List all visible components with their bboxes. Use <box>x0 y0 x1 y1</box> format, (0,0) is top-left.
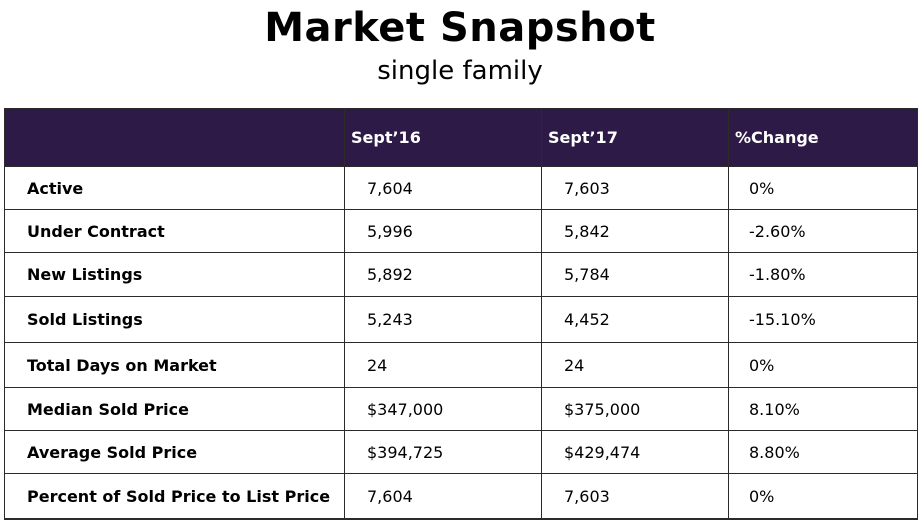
page-title: Market Snapshot <box>264 5 656 51</box>
cell-change: 0% <box>728 166 918 210</box>
cell-sept16: $347,000 <box>344 387 542 431</box>
row-label: Median Sold Price <box>4 387 345 431</box>
market-snapshot-table: Sept’16 Sept’17 %Change Active 7,604 7,6… <box>4 108 918 520</box>
table-row: Percent of Sold Price to List Price 7,60… <box>4 473 918 520</box>
cell-sept17: $375,000 <box>541 387 729 431</box>
table-row: Median Sold Price $347,000 $375,000 8.10… <box>4 387 918 431</box>
cell-sept17: 24 <box>541 342 729 388</box>
page-subtitle: single family <box>377 56 543 86</box>
cell-sept16: 7,604 <box>344 166 542 210</box>
row-label: Sold Listings <box>4 296 345 343</box>
column-header-sept17: Sept’17 <box>541 108 729 167</box>
cell-sept16: 24 <box>344 342 542 388</box>
row-label: New Listings <box>4 252 345 297</box>
cell-sept17: 4,452 <box>541 296 729 343</box>
row-label: Under Contract <box>4 209 345 253</box>
table-header-row: Sept’16 Sept’17 %Change <box>4 108 918 167</box>
cell-sept16: 5,243 <box>344 296 542 343</box>
cell-change: 8.10% <box>728 387 918 431</box>
cell-change: -15.10% <box>728 296 918 343</box>
cell-sept17: 7,603 <box>541 473 729 520</box>
table-header: Sept’16 Sept’17 %Change <box>4 108 918 167</box>
table-row: Sold Listings 5,243 4,452 -15.10% <box>4 296 918 343</box>
cell-change: 0% <box>728 342 918 388</box>
column-header-change: %Change <box>728 108 918 167</box>
cell-change: -1.80% <box>728 252 918 297</box>
table-row: Total Days on Market 24 24 0% <box>4 342 918 388</box>
table-row: Active 7,604 7,603 0% <box>4 166 918 210</box>
cell-sept16: 5,996 <box>344 209 542 253</box>
table-row: New Listings 5,892 5,784 -1.80% <box>4 252 918 297</box>
cell-sept16: 5,892 <box>344 252 542 297</box>
table-body: Active 7,604 7,603 0% Under Contract 5,9… <box>4 166 918 520</box>
row-label: Average Sold Price <box>4 430 345 474</box>
cell-sept17: 7,603 <box>541 166 729 210</box>
cell-change: -2.60% <box>728 209 918 253</box>
row-label: Total Days on Market <box>4 342 345 388</box>
column-header-metric <box>4 108 345 167</box>
row-label: Percent of Sold Price to List Price <box>4 473 345 520</box>
column-header-sept16: Sept’16 <box>344 108 542 167</box>
cell-sept16: 7,604 <box>344 473 542 520</box>
cell-sept17: 5,784 <box>541 252 729 297</box>
cell-change: 8.80% <box>728 430 918 474</box>
cell-sept16: $394,725 <box>344 430 542 474</box>
cell-sept17: 5,842 <box>541 209 729 253</box>
cell-sept17: $429,474 <box>541 430 729 474</box>
cell-change: 0% <box>728 473 918 520</box>
table-row: Average Sold Price $394,725 $429,474 8.8… <box>4 430 918 474</box>
row-label: Active <box>4 166 345 210</box>
table-row: Under Contract 5,996 5,842 -2.60% <box>4 209 918 253</box>
